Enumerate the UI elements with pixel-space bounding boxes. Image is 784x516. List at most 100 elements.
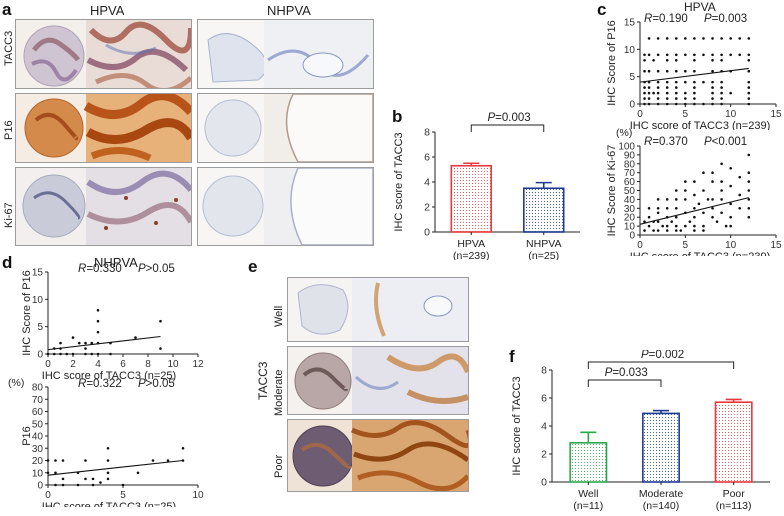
data-point <box>747 102 751 106</box>
data-point <box>711 97 714 100</box>
data-point <box>720 58 723 62</box>
panel-letter-a: a <box>2 0 12 19</box>
y-tick-label: 50 <box>32 419 44 430</box>
data-point <box>720 53 723 57</box>
y-tick-label: 4 <box>541 421 547 433</box>
y-tick-label: 80 <box>624 159 636 170</box>
data-point <box>46 459 50 462</box>
data-point <box>693 224 696 228</box>
y-tick-label: 40 <box>32 432 44 443</box>
x-tick-label: 0 <box>637 109 643 120</box>
data-point <box>711 58 714 62</box>
data-point <box>674 69 678 73</box>
data-point <box>674 189 678 192</box>
micrograph-hpva-ki67 <box>15 167 192 246</box>
data-point <box>729 184 732 188</box>
data-point <box>693 91 696 95</box>
x-tick-label: 2 <box>70 359 76 370</box>
row-label-ki67: Ki-67 <box>3 202 15 228</box>
data-point <box>693 80 696 84</box>
x-tick-label: Moderate <box>639 488 684 500</box>
y-axis-title: P16 <box>21 426 33 446</box>
data-point <box>684 102 687 106</box>
micrograph-hpva-p16 <box>15 93 192 163</box>
panel-letter-e: e <box>248 257 258 276</box>
data-point <box>96 330 100 334</box>
data-point <box>159 319 162 323</box>
data-point <box>181 446 185 450</box>
data-point <box>656 91 660 95</box>
data-point <box>656 198 660 201</box>
comparison-bracket <box>587 379 662 387</box>
data-point <box>747 189 751 192</box>
comparison-p-label: P=0.002 <box>641 350 684 361</box>
data-point <box>84 459 87 462</box>
x-tick-label: 10 <box>167 359 179 370</box>
data-point <box>702 224 705 228</box>
data-point <box>643 97 646 100</box>
y-tick-label: 6 <box>424 152 430 164</box>
data-point <box>711 37 714 40</box>
y-tick-label: 15 <box>32 268 44 279</box>
data-point <box>643 53 646 57</box>
fit-line <box>639 197 749 225</box>
data-point <box>84 477 87 481</box>
y-tick-label: 4 <box>424 177 430 189</box>
data-point <box>738 193 742 197</box>
y-tick-label: 90 <box>624 150 636 161</box>
y-tick-label: 0 <box>541 477 547 489</box>
data-point <box>724 224 728 228</box>
data-point <box>643 229 646 232</box>
data-point <box>693 53 696 57</box>
data-point <box>729 202 732 206</box>
y-tick-label: 0 <box>37 481 43 492</box>
x-tick-label: 8 <box>145 359 151 370</box>
data-point <box>747 53 751 57</box>
data-point <box>720 97 723 100</box>
data-point <box>702 102 705 106</box>
stat-p-label: P=0.003 <box>704 13 747 25</box>
y-axis-title: IHC Score of Ki-67 <box>606 145 618 237</box>
data-point <box>54 483 57 487</box>
data-point <box>738 207 742 210</box>
x-tick-label: 5 <box>683 109 689 120</box>
y-tick-label: 60 <box>624 177 636 188</box>
x-tick-label: NHPVA <box>526 238 561 250</box>
data-point <box>729 224 732 228</box>
data-point <box>747 198 751 201</box>
y-tick-label: 30 <box>32 444 44 455</box>
data-point <box>693 58 696 62</box>
comparison-bracket <box>470 124 545 132</box>
data-point <box>674 97 678 100</box>
micrograph-nhpva-tacc3 <box>197 19 374 89</box>
data-point <box>84 341 87 345</box>
data-point <box>647 91 651 95</box>
comparison-p-label: P=0.003 <box>488 112 531 124</box>
x-tick-label: 10 <box>725 240 737 251</box>
data-point <box>99 481 102 484</box>
data-point <box>684 180 687 183</box>
data-point <box>665 102 669 106</box>
data-point <box>674 91 678 95</box>
data-point <box>711 91 714 95</box>
comparison-bracket <box>587 361 735 369</box>
y-tick-label: 2 <box>424 202 430 214</box>
data-point <box>670 220 674 223</box>
data-point <box>729 215 732 219</box>
data-point <box>84 352 87 356</box>
chart-b: 0 2 4 6 8 HPVA(n=239) NHPVA(n=25) P=0.003 IHC sc… <box>393 112 580 260</box>
data-point <box>693 86 696 89</box>
data-point <box>674 224 678 228</box>
y-tick-label: 20 <box>32 456 44 467</box>
row-label-poor: Poor <box>273 454 285 478</box>
data-point <box>747 207 751 210</box>
data-point <box>702 80 705 84</box>
data-point <box>77 341 81 345</box>
y-axis-title: IHC score of TACC3 <box>393 132 405 231</box>
data-point <box>665 91 669 95</box>
y-tick-label: 8 <box>424 127 430 139</box>
data-point <box>647 102 651 106</box>
stat-p-label: P<0.001 <box>704 136 747 148</box>
